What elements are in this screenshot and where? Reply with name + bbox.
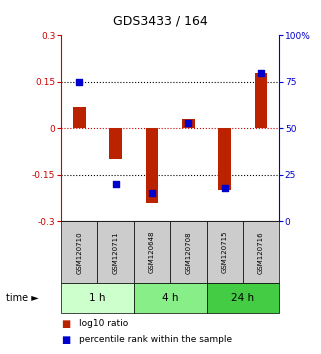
Bar — [182, 119, 195, 128]
Bar — [218, 128, 231, 190]
Text: GSM120716: GSM120716 — [258, 231, 264, 274]
Text: GSM120715: GSM120715 — [222, 231, 228, 274]
Bar — [243, 221, 279, 283]
Text: ■: ■ — [61, 319, 70, 329]
Bar — [97, 221, 134, 283]
Bar — [170, 221, 206, 283]
Bar — [61, 221, 97, 283]
Bar — [61, 283, 134, 313]
Text: time ►: time ► — [6, 293, 39, 303]
Text: log10 ratio: log10 ratio — [79, 319, 128, 329]
Text: 24 h: 24 h — [231, 293, 255, 303]
Bar — [145, 128, 158, 202]
Point — [222, 185, 227, 190]
Bar — [206, 283, 279, 313]
Bar — [206, 221, 243, 283]
Text: percentile rank within the sample: percentile rank within the sample — [79, 335, 232, 344]
Point — [258, 70, 264, 75]
Text: ■: ■ — [61, 335, 70, 345]
Text: GSM120708: GSM120708 — [185, 231, 191, 274]
Text: GSM120711: GSM120711 — [113, 231, 118, 274]
Text: 1 h: 1 h — [89, 293, 106, 303]
Point — [149, 190, 154, 196]
Point — [113, 181, 118, 187]
Point — [186, 120, 191, 126]
Text: 4 h: 4 h — [162, 293, 178, 303]
Bar — [134, 221, 170, 283]
Bar — [109, 128, 122, 159]
Bar — [73, 107, 85, 128]
Text: GSM120710: GSM120710 — [76, 231, 82, 274]
Point — [77, 79, 82, 85]
Bar — [255, 73, 267, 128]
Bar — [134, 283, 206, 313]
Text: GDS3433 / 164: GDS3433 / 164 — [113, 14, 208, 27]
Text: GSM120648: GSM120648 — [149, 231, 155, 274]
